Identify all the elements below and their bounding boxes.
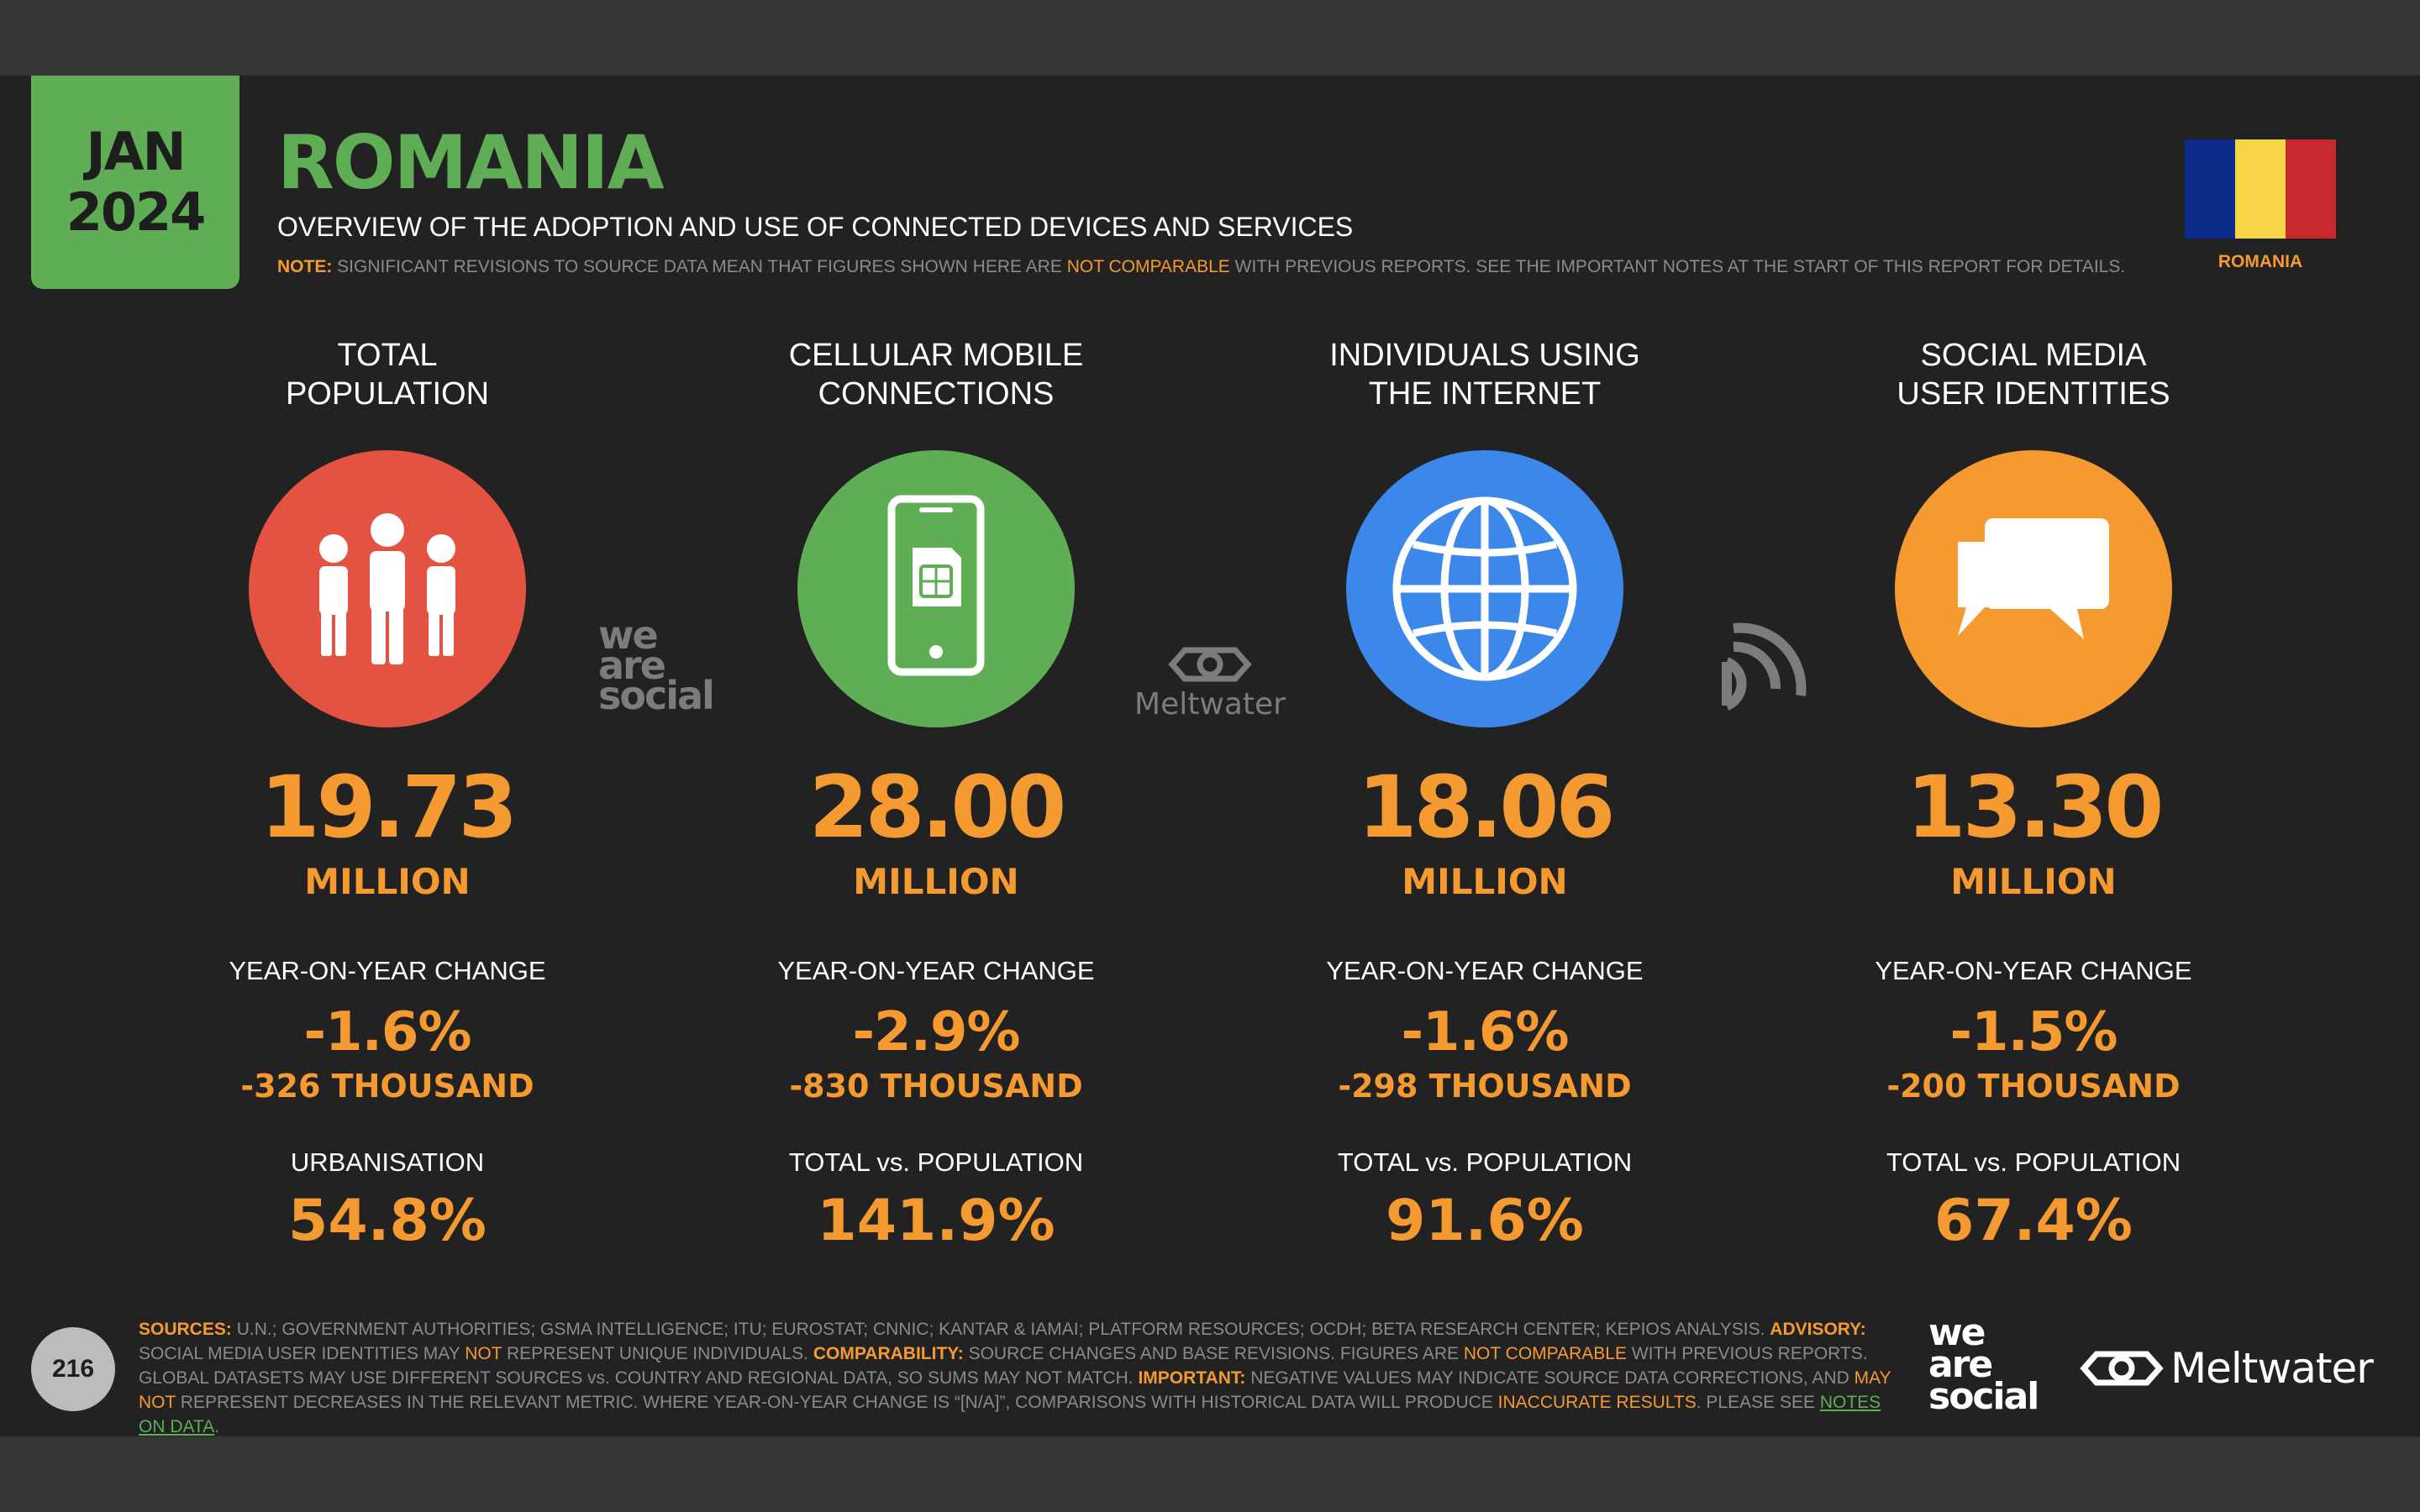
datareportal-watermark-icon xyxy=(1722,622,1807,711)
heading-line-2: USER IDENTITIES xyxy=(1897,376,2170,412)
stat-heading: TOTAL POPULATION xyxy=(152,336,623,420)
yoy-absolute: -326 THOUSAND xyxy=(240,1068,534,1105)
meltwater-eye-icon xyxy=(1168,647,1252,682)
extra-value: 67.4% xyxy=(1934,1188,2133,1254)
notes-on-data-link[interactable]: NOTES ON DATA xyxy=(139,1393,1881,1436)
stat-social-media-users: SOCIAL MEDIA USER IDENTITIES 13.30 MILLIO… xyxy=(1798,336,2269,1253)
sources-segment: WITH PREVIOUS REPORTS. GLOBAL DATASETS M… xyxy=(139,1344,1868,1388)
report-slide: JAN 2024 ROMANIA OVERVIEW OF THE ADOPTIO… xyxy=(0,76,2420,1436)
watermark-word: social xyxy=(598,673,715,718)
flag-stripe-blue xyxy=(2185,139,2235,239)
meltwater-logo-text: Meltwater xyxy=(2170,1344,2374,1393)
heading-line-2: POPULATION xyxy=(285,376,490,412)
stat-unit: MILLION xyxy=(1402,861,1568,902)
heading-line-1: CELLULAR MOBILE xyxy=(788,338,1084,373)
romania-flag-icon xyxy=(2185,139,2336,239)
stat-value: 28.00 xyxy=(808,758,1067,858)
mobile-phone-icon xyxy=(797,450,1075,727)
extra-label: URBANISATION xyxy=(290,1147,485,1177)
stat-value: 19.73 xyxy=(260,758,518,858)
chat-bubbles-icon xyxy=(1895,450,2172,727)
page-number: 216 xyxy=(31,1327,115,1411)
stat-heading: SOCIAL MEDIA USER IDENTITIES xyxy=(1798,336,2269,420)
logo-word: social xyxy=(1928,1375,2039,1418)
stat-value: 13.30 xyxy=(1906,758,2165,858)
sources-segment: SOURCE CHANGES AND BASE REVISIONS. FIGUR… xyxy=(963,1344,1464,1363)
yoy-absolute: -830 THOUSAND xyxy=(789,1068,1083,1105)
meltwater-watermark: Meltwater xyxy=(1134,643,1286,721)
sources-segment: REPRESENT DECREASES IN THE RELEVANT METR… xyxy=(175,1393,1498,1412)
heading-line-1: INDIVIDUALS USING xyxy=(1329,338,1640,373)
sources-segment: . PLEASE SEE xyxy=(1696,1393,1820,1412)
people-icon xyxy=(249,450,526,727)
page-title: ROMANIA xyxy=(277,119,665,206)
stat-unit: MILLION xyxy=(853,861,1019,902)
extra-label: TOTAL vs. POPULATION xyxy=(788,1147,1084,1177)
yoy-label: YEAR-ON-YEAR CHANGE xyxy=(1875,956,2192,985)
note-text-1: SIGNIFICANT REVISIONS TO SOURCE DATA MEA… xyxy=(332,257,1067,276)
note-text-2: WITH PREVIOUS REPORTS. SEE THE IMPORTANT… xyxy=(1229,257,2126,276)
flag-stripe-yellow xyxy=(2235,139,2286,239)
watermark-word: we xyxy=(598,612,659,658)
extra-label: TOTAL vs. POPULATION xyxy=(1886,1147,2181,1177)
note-highlight: NOT COMPARABLE xyxy=(1066,257,1230,276)
note-label: NOTE: xyxy=(277,257,333,276)
we-are-social-watermark: we are social xyxy=(598,612,715,718)
page-subtitle: OVERVIEW OF THE ADOPTION AND USE OF CONN… xyxy=(277,212,1354,242)
sources-segment: NOT xyxy=(465,1344,502,1363)
yoy-percent: -1.6% xyxy=(303,1001,471,1063)
extra-value: 91.6% xyxy=(1386,1188,1584,1254)
yoy-label: YEAR-ON-YEAR CHANGE xyxy=(1326,956,1644,985)
date-year: 2024 xyxy=(66,181,207,243)
sources-segment: . xyxy=(214,1417,220,1436)
stat-total-population: TOTAL POPULATION 19.73 xyxy=(152,336,623,1253)
date-badge: JAN 2024 xyxy=(31,76,239,289)
sources-segment: SOURCES: xyxy=(139,1320,232,1339)
heading-line-2: CONNECTIONS xyxy=(818,376,1055,412)
yoy-percent: -1.6% xyxy=(1401,1001,1569,1063)
extra-value: 141.9% xyxy=(817,1188,1055,1254)
sources-segment: SOCIAL MEDIA USER IDENTITIES MAY xyxy=(139,1344,466,1363)
date-month: JAN xyxy=(86,121,187,182)
sources-segment: ADVISORY: xyxy=(1770,1320,1866,1339)
stat-unit: MILLION xyxy=(1950,861,2117,902)
meltwater-watermark-text: Meltwater xyxy=(1134,687,1286,722)
sources-segment: NOT COMPARABLE xyxy=(1463,1344,1627,1363)
sources-segment: COMPARABILITY: xyxy=(813,1344,964,1363)
heading-line-2: THE INTERNET xyxy=(1368,376,1602,412)
globe-icon xyxy=(1346,450,1623,727)
extra-value: 54.8% xyxy=(288,1188,487,1254)
stat-unit: MILLION xyxy=(304,861,471,902)
comparability-note: NOTE: SIGNIFICANT REVISIONS TO SOURCE DA… xyxy=(277,258,2125,276)
meltwater-eye-icon xyxy=(2080,1351,2164,1386)
we-are-social-logo: we are social xyxy=(1928,1311,2039,1418)
yoy-label: YEAR-ON-YEAR CHANGE xyxy=(229,956,546,985)
yoy-percent: -2.9% xyxy=(852,1001,1020,1063)
yoy-absolute: -200 THOUSAND xyxy=(1886,1068,2181,1105)
stat-heading: CELLULAR MOBILE CONNECTIONS xyxy=(701,336,1171,420)
sources-segment: MAY NOT xyxy=(139,1368,1891,1412)
yoy-label: YEAR-ON-YEAR CHANGE xyxy=(777,956,1095,985)
watermark-word: are xyxy=(598,643,666,688)
logo-word: are xyxy=(1928,1343,1993,1386)
sources-segment: REPRESENT UNIQUE INDIVIDUALS. xyxy=(502,1344,813,1363)
flag-label: ROMANIA xyxy=(2217,252,2303,271)
stat-cellular-connections: CELLULAR MOBILE CONNECTIONS 28.00 MILLION… xyxy=(701,336,1171,1253)
sources-footnote: SOURCES: U.N.; GOVERNMENT AUTHORITIES; G… xyxy=(139,1317,1895,1439)
logo-word: we xyxy=(1928,1311,1986,1354)
sources-segment: INACCURATE RESULTS xyxy=(1497,1393,1697,1412)
meltwater-logo: Meltwater xyxy=(2080,1344,2374,1393)
stat-internet-users: INDIVIDUALS USING THE INTERNET 18.06 MILL… xyxy=(1249,336,1720,1253)
heading-line-1: TOTAL xyxy=(337,338,438,373)
flag-stripe-red xyxy=(2286,139,2336,239)
heading-line-1: SOCIAL MEDIA xyxy=(1920,338,2147,373)
extra-label: TOTAL vs. POPULATION xyxy=(1337,1147,1633,1177)
yoy-percent: -1.5% xyxy=(1949,1001,2118,1063)
stat-value: 18.06 xyxy=(1357,758,1616,858)
stat-heading: INDIVIDUALS USING THE INTERNET xyxy=(1249,336,1720,420)
yoy-absolute: -298 THOUSAND xyxy=(1338,1068,1632,1105)
sources-segment: NEGATIVE VALUES MAY INDICATE SOURCE DATA… xyxy=(1245,1368,1854,1388)
sources-segment: IMPORTANT: xyxy=(1138,1368,1246,1388)
sources-segment: U.N.; GOVERNMENT AUTHORITIES; GSMA INTEL… xyxy=(231,1320,1770,1339)
